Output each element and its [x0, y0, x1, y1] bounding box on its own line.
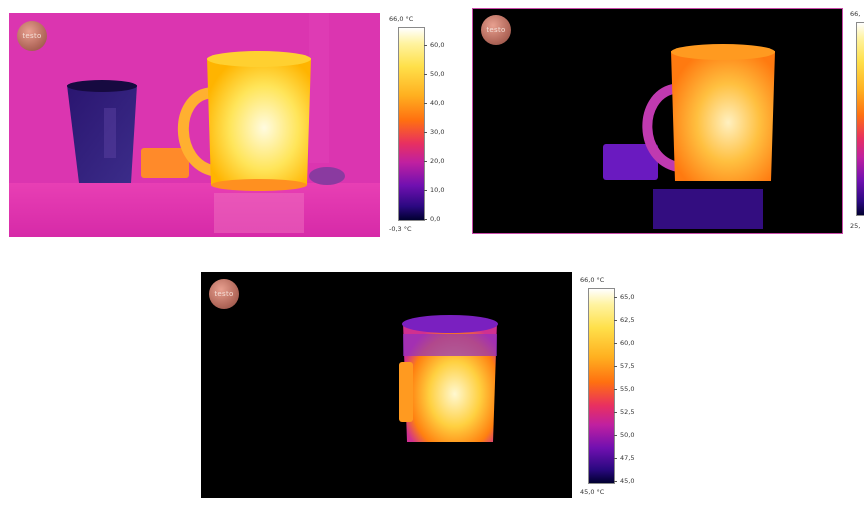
scale-tick-label: 0,0 — [430, 215, 441, 223]
scale-tick-label: 30,0 — [430, 128, 445, 136]
thermal-image-1: testo — [9, 13, 380, 237]
scale-tick-label: 65,0 — [620, 293, 635, 301]
scale-min-label: 25, — [850, 222, 861, 230]
scale-tick-label: 60,0 — [620, 339, 635, 347]
testo-logo: testo — [17, 21, 47, 51]
scale-tick-label: 50,0 — [430, 70, 445, 78]
scale-min-label: -0,3 °C — [389, 225, 412, 233]
thermal-image-2: testo — [472, 8, 843, 234]
scale-tick-label: 57,5 — [620, 362, 635, 370]
scale-bar-3 — [588, 288, 615, 484]
scale-max-label: 66,0 °C — [580, 276, 605, 284]
scale-tick-label: 47,5 — [620, 454, 635, 462]
testo-logo: testo — [209, 279, 239, 309]
scale-tick-label: 60,0 — [430, 41, 445, 49]
testo-logo: testo — [481, 15, 511, 45]
thermal-scene-3 — [201, 272, 572, 498]
thermal-scene-1 — [9, 13, 380, 237]
scale-tick-label: 40,0 — [430, 99, 445, 107]
scale-bar-2 — [856, 22, 864, 216]
scale-max-label: 66,0 °C — [389, 15, 414, 23]
thermal-image-3: testo — [201, 272, 572, 498]
scale-tick-label: 50,0 — [620, 431, 635, 439]
scale-tick-label: 55,0 — [620, 385, 635, 393]
scale-tick-label: 52,5 — [620, 408, 635, 416]
scale-bar-1 — [398, 27, 425, 221]
scale-tick-label: 10,0 — [430, 186, 445, 194]
scale-tick-label: 62,5 — [620, 316, 635, 324]
thermal-scene-2 — [473, 9, 842, 233]
scale-tick-label: 45,0 — [620, 477, 635, 485]
scale-min-label: 45,0 °C — [580, 488, 605, 496]
scale-tick-label: 20,0 — [430, 157, 445, 165]
scale-max-label: 66, — [850, 10, 861, 18]
